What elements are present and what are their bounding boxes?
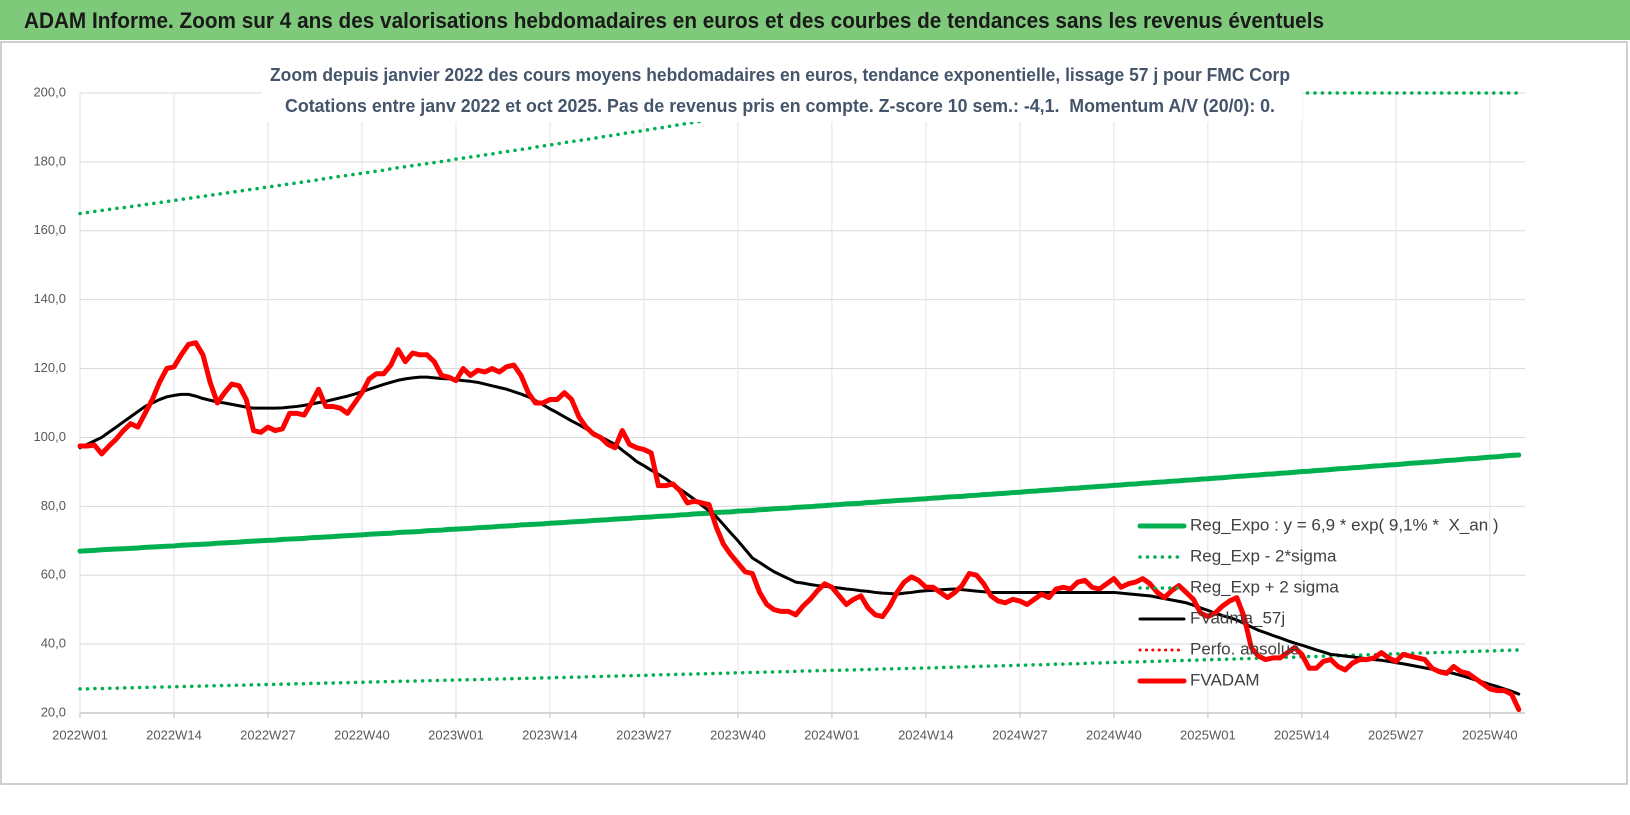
series-line [77, 340, 1522, 713]
x-tick-label: 2024W14 [898, 727, 954, 742]
x-tick-label: 2023W14 [522, 727, 578, 742]
y-tick-label: 140,0 [33, 291, 66, 306]
x-tick-label: 2024W01 [804, 727, 860, 742]
y-tick-label: 20,0 [41, 704, 66, 719]
x-tick-label: 2023W27 [616, 727, 672, 742]
legend: Reg_Expo : y = 6,9 * exp( 9,1% * X_an ) R… [1137, 515, 1499, 689]
legend-label: Reg_Exp - 2*sigma [1190, 546, 1337, 565]
series-line [77, 452, 1522, 554]
y-tick-label: 100,0 [33, 429, 66, 444]
title-box [262, 58, 1302, 122]
x-tick-label: 2025W27 [1368, 727, 1424, 742]
y-tick-label: 160,0 [33, 222, 66, 237]
chart-frame [0, 41, 1628, 785]
x-tick-label: 2023W01 [428, 727, 484, 742]
y-tick-label: 40,0 [41, 636, 66, 651]
legend-label: Perfo. absolue [1190, 639, 1300, 658]
y-tick-label: 200,0 [33, 84, 66, 99]
legend-label: FVADAM [1190, 670, 1260, 689]
x-tick-label: 2024W40 [1086, 727, 1142, 742]
header-bar [0, 0, 1630, 40]
y-tick-label: 120,0 [33, 360, 66, 375]
x-tick-label: 2025W14 [1274, 727, 1330, 742]
chart-subtitle: Cotations entre janv 2022 et oct 2025. P… [285, 96, 1275, 116]
y-tick-label: 180,0 [33, 153, 66, 168]
x-tick-label: 2022W40 [334, 727, 390, 742]
x-tick-label: 2022W14 [146, 727, 202, 742]
x-tick-label: 2022W27 [240, 727, 296, 742]
header-title: ADAM Informe. Zoom sur 4 ans des valoris… [24, 8, 1324, 33]
series-line [78, 375, 1521, 696]
x-tick-label: 2024W27 [992, 727, 1048, 742]
x-tick-label: 2023W40 [710, 727, 766, 742]
x-tick-label: 2025W01 [1180, 727, 1236, 742]
y-tick-label: 60,0 [41, 567, 66, 582]
x-tick-label: 2022W01 [52, 727, 108, 742]
legend-label: Reg_Exp + 2 sigma [1190, 577, 1339, 596]
x-tick-label: 2025W40 [1462, 727, 1518, 742]
legend-label: FVadma_57j [1190, 608, 1285, 627]
y-tick-label: 80,0 [41, 498, 66, 513]
legend-label: Reg_Expo : y = 6,9 * exp( 9,1% * X_an ) [1190, 515, 1499, 534]
chart-title: Zoom depuis janvier 2022 des cours moyen… [270, 65, 1290, 85]
